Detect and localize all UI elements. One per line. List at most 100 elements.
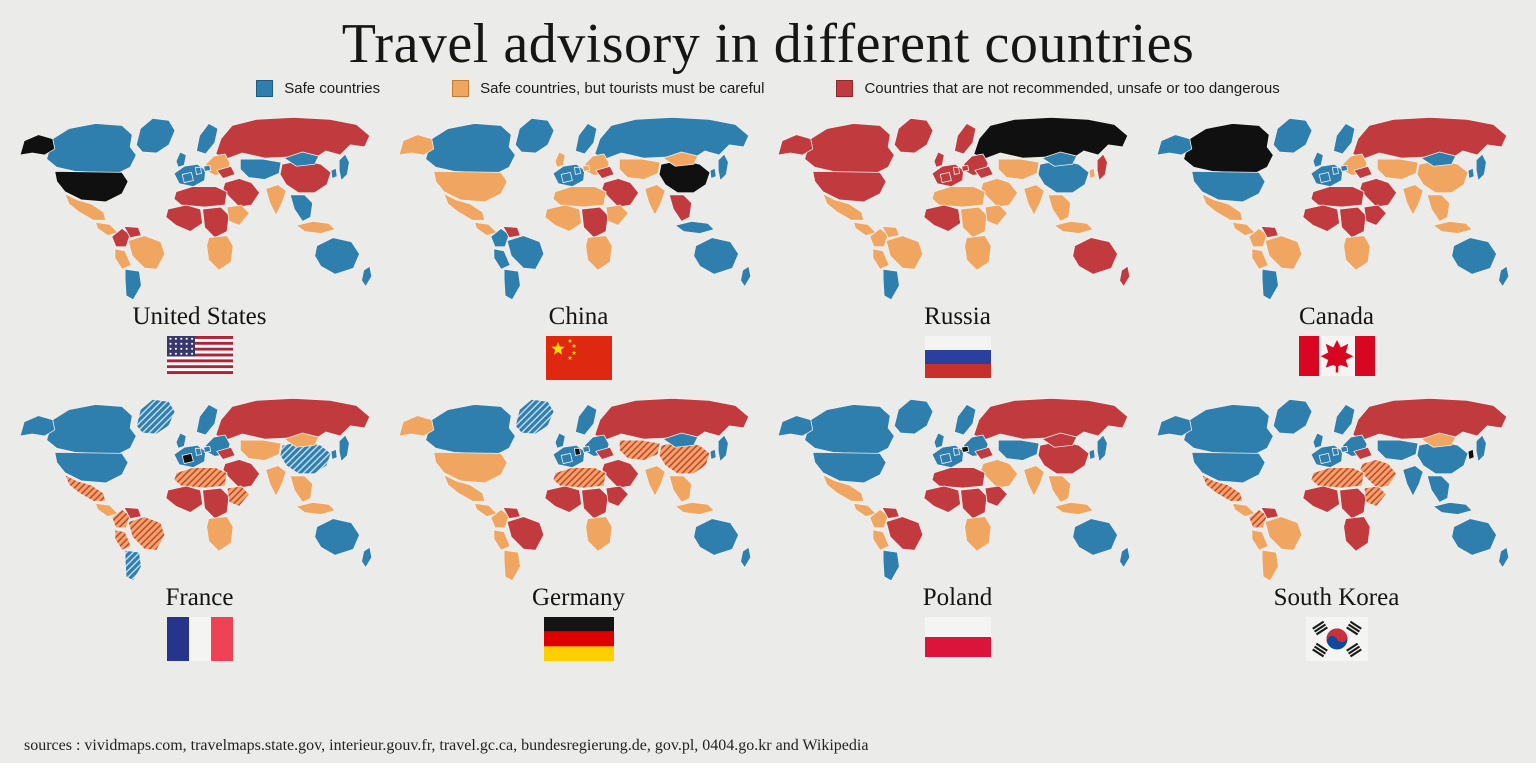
region-japan — [338, 153, 350, 181]
region-mongolia — [283, 432, 320, 448]
region-russia — [1352, 116, 1508, 160]
region-nz — [1498, 265, 1510, 287]
kr-flag-icon — [1305, 617, 1368, 669]
region-peru — [1251, 248, 1269, 270]
region-korea — [1088, 167, 1096, 179]
region-peru — [1251, 529, 1269, 551]
danger-swatch-icon — [836, 80, 854, 97]
region-seasia — [668, 475, 693, 503]
region-france — [560, 171, 573, 183]
region-russia — [215, 397, 371, 441]
pl-flag-icon — [924, 617, 991, 669]
region-canada — [425, 123, 516, 174]
region-argentina — [1261, 268, 1279, 301]
region-france — [1318, 171, 1331, 183]
region-kazakh — [618, 439, 661, 461]
region-mideast — [222, 178, 261, 208]
region-mideast — [980, 459, 1019, 489]
region-russia — [594, 397, 750, 441]
world-map-us — [19, 116, 373, 301]
region-mongolia — [1041, 432, 1078, 448]
region-safrica — [585, 235, 613, 271]
region-mongolia — [662, 432, 699, 448]
region-cafrica — [960, 206, 988, 239]
region-brazil — [885, 516, 924, 551]
region-india — [265, 465, 287, 497]
region-argentina — [882, 268, 900, 301]
region-eafrica — [984, 485, 1008, 507]
region-mideast — [601, 178, 640, 208]
region-kazakh — [1376, 158, 1419, 180]
region-ukraine — [974, 165, 994, 179]
region-india — [644, 465, 666, 497]
region-kazakh — [618, 158, 661, 180]
ca-flag-icon — [1298, 336, 1375, 388]
region-kazakh — [239, 158, 282, 180]
region-peru — [114, 248, 132, 270]
region-kazakh — [997, 439, 1040, 461]
region-usa — [433, 170, 508, 203]
safe-swatch-icon — [256, 80, 274, 97]
region-nafrica — [931, 467, 986, 489]
region-kazakh — [1376, 439, 1419, 461]
maps-grid: United States China Russia Canada France Germ… — [0, 105, 1536, 669]
region-venezuela — [502, 507, 521, 520]
region-brazil — [127, 235, 166, 270]
careful-swatch-icon — [452, 80, 470, 97]
region-scandinavia — [1333, 123, 1356, 155]
region-uk — [554, 432, 566, 449]
region-camerica — [853, 502, 877, 517]
region-ukraine — [974, 446, 994, 460]
region-india — [1402, 184, 1424, 216]
region-canada — [1183, 404, 1274, 455]
region-poland — [582, 445, 591, 453]
region-france — [181, 171, 194, 183]
region-indonesia — [295, 220, 336, 234]
region-peru — [114, 529, 132, 551]
region-greenland — [1272, 398, 1313, 435]
region-canada — [1183, 123, 1274, 174]
region-nafrica — [173, 186, 228, 208]
region-venezuela — [881, 507, 900, 520]
region-korea — [330, 167, 338, 179]
legend-label: Safe countries — [284, 80, 381, 97]
country-label: Germany — [531, 584, 626, 611]
region-nz — [1119, 546, 1131, 568]
region-nafrica — [931, 186, 986, 208]
region-seasia — [1047, 194, 1072, 222]
region-scandinavia — [1333, 404, 1356, 436]
region-mideast — [1359, 178, 1398, 208]
region-brazil — [506, 235, 545, 270]
region-safrica — [964, 516, 992, 552]
region-mexico — [64, 474, 107, 502]
region-russia — [215, 116, 371, 160]
country-label: Canada — [1299, 303, 1374, 330]
map-cell-us: United States — [16, 107, 383, 388]
region-venezuela — [123, 226, 142, 239]
region-argentina — [1261, 549, 1279, 582]
legend-item-danger: Countries that are not recommended, unsa… — [836, 80, 1280, 97]
region-wafrica — [923, 485, 961, 513]
region-eafrica — [605, 485, 629, 507]
region-ukraine — [216, 446, 236, 460]
region-camerica — [1232, 502, 1256, 517]
region-scandinavia — [575, 404, 598, 436]
region-australia — [693, 237, 739, 275]
region-argentina — [503, 549, 521, 582]
region-camerica — [474, 221, 498, 236]
region-india — [1023, 184, 1045, 216]
region-mideast — [1359, 459, 1398, 489]
region-mexico — [443, 193, 486, 221]
region-cafrica — [581, 487, 609, 520]
region-wafrica — [1302, 204, 1340, 232]
region-scandinavia — [196, 123, 219, 155]
region-mideast — [222, 459, 261, 489]
region-poland — [582, 164, 591, 172]
region-canada — [46, 123, 137, 174]
region-wafrica — [544, 485, 582, 513]
region-scandinavia — [954, 123, 977, 155]
region-mongolia — [1420, 151, 1457, 167]
region-japan — [717, 153, 729, 181]
region-cafrica — [202, 487, 230, 520]
region-usa — [433, 451, 508, 484]
